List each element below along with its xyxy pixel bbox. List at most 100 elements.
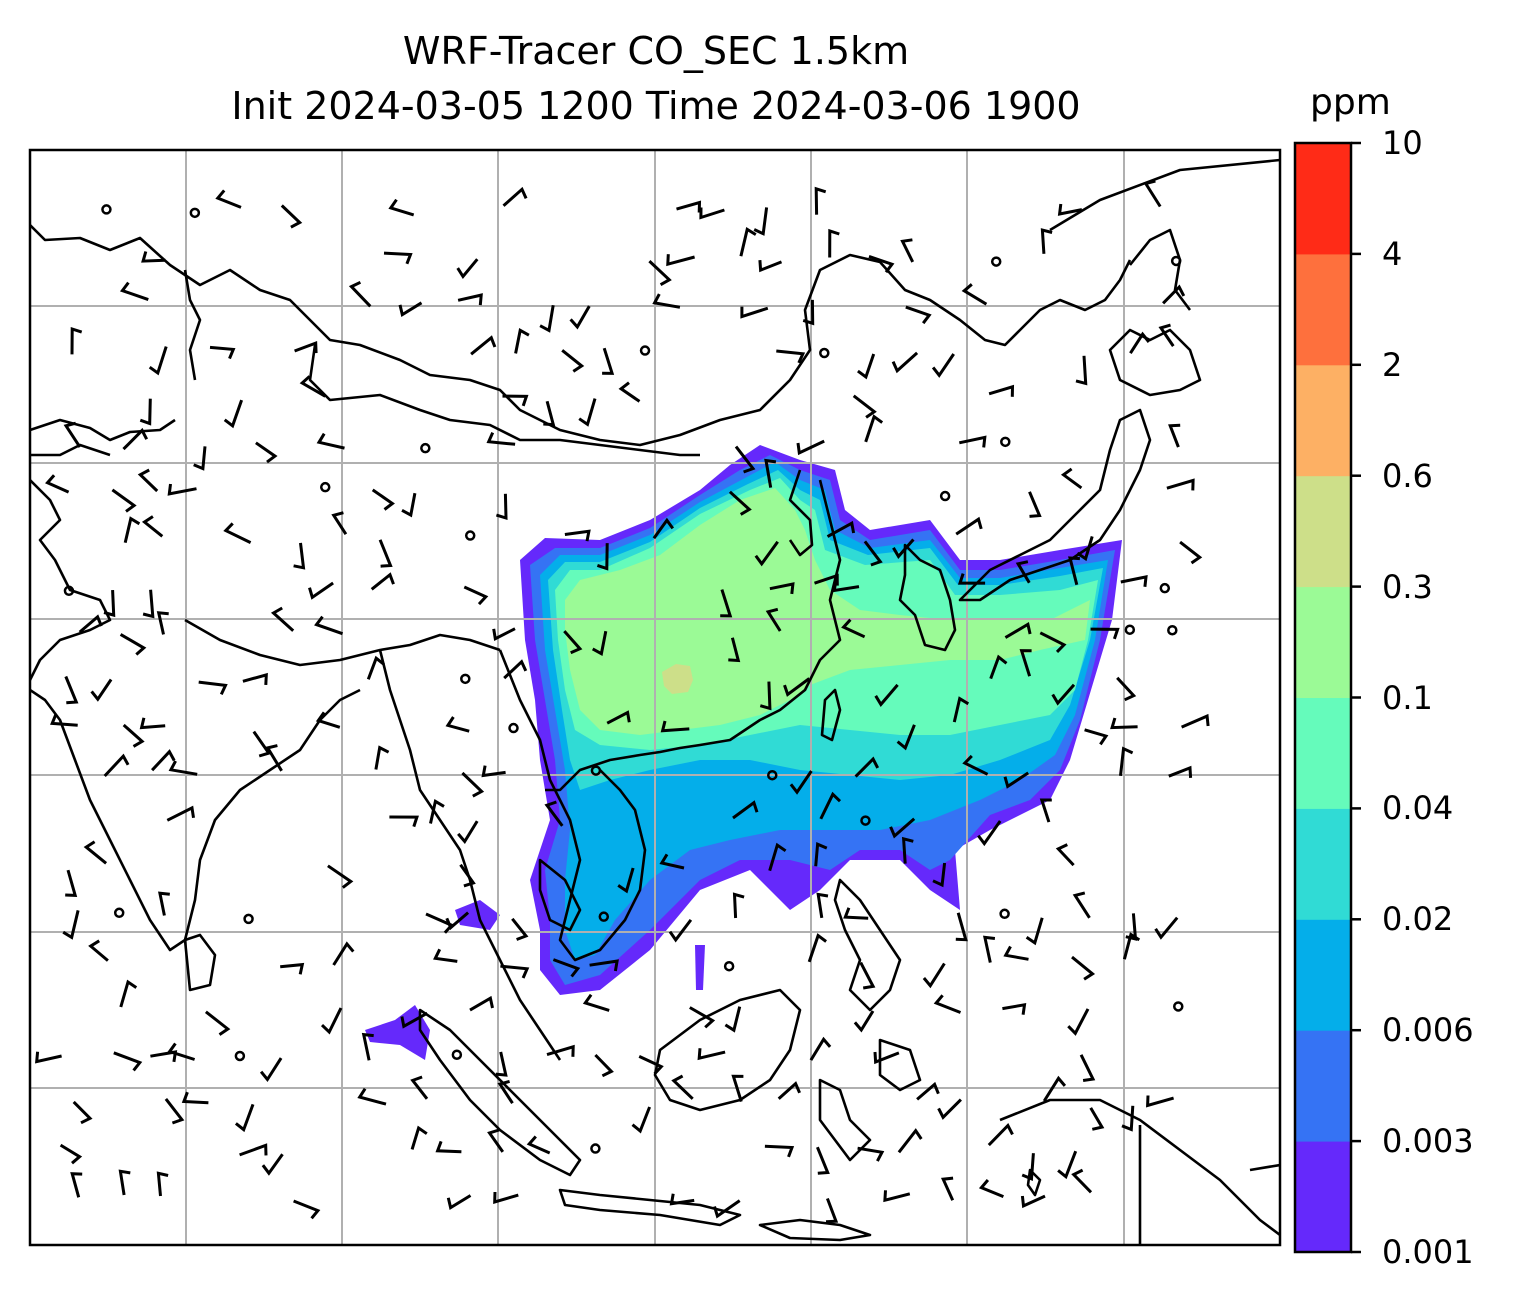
wind-barb — [916, 1081, 940, 1101]
wind-barb — [193, 446, 207, 471]
wind-barb — [900, 238, 915, 263]
wind-barb — [357, 1087, 387, 1106]
wind-barb — [293, 1199, 321, 1220]
wind-barb — [469, 995, 494, 1012]
wind-barb — [602, 347, 615, 375]
wind-barb — [1072, 891, 1091, 919]
colorbar-segment — [1295, 1030, 1351, 1142]
wind-barb — [606, 710, 631, 725]
wind-barb — [316, 432, 345, 450]
wind-barb — [331, 511, 348, 536]
wind-barb — [859, 961, 876, 990]
chart-title-line-2: Init 2024-03-05 1200 Time 2024-03-06 190… — [231, 84, 1081, 128]
wind-barb — [783, 677, 811, 697]
wind-barb — [671, 1074, 694, 1100]
colorbar-segment — [1295, 697, 1351, 809]
wind-barb — [139, 398, 152, 426]
wind-barb — [389, 815, 419, 828]
wind-barb — [1168, 765, 1193, 778]
wind-barb — [814, 186, 827, 215]
wind-barb — [70, 1172, 83, 1198]
wind-barb — [617, 867, 635, 894]
wind-barb — [1021, 1153, 1035, 1181]
calm-wind-marker — [1000, 436, 1011, 448]
wind-barb — [463, 585, 489, 606]
wind-barb — [103, 753, 130, 778]
calm-wind-marker — [63, 585, 75, 597]
wind-barb — [1067, 1008, 1090, 1036]
wind-barb — [816, 1146, 830, 1175]
wind-barb — [776, 349, 806, 364]
wind-barb — [978, 1179, 1004, 1198]
wind-barb — [814, 842, 828, 867]
wind-barb — [209, 345, 236, 360]
wind-barb — [1003, 771, 1030, 789]
wind-barb — [429, 798, 445, 824]
wind-barb — [470, 335, 497, 356]
calm-wind-marker — [767, 769, 778, 781]
coastlines-and-borders — [30, 158, 1280, 1245]
wind-barb — [204, 1010, 231, 1036]
wind-barb — [789, 770, 813, 795]
wind-barb — [1019, 649, 1032, 677]
wind-barb — [119, 281, 149, 302]
wind-barb — [88, 939, 109, 962]
wind-barb — [1057, 203, 1083, 216]
wind-barb — [819, 791, 842, 820]
wind-barb — [988, 384, 1015, 397]
wind-barb — [122, 723, 145, 748]
wind-barb — [958, 435, 987, 448]
wind-barb — [259, 1057, 283, 1083]
wind-barb — [265, 744, 283, 772]
wind-barb — [957, 573, 986, 585]
wind-barb — [591, 630, 608, 657]
wind-barb — [546, 1044, 575, 1057]
wind-barb — [1076, 535, 1094, 562]
colorbar-segment — [1295, 586, 1351, 698]
wind-barb — [648, 260, 672, 287]
wind-barb — [1129, 331, 1151, 355]
wind-barb — [487, 1128, 505, 1153]
wind-barb — [740, 306, 769, 319]
wind-barb — [758, 259, 783, 273]
wind-barb — [728, 637, 741, 663]
wind-barb — [156, 611, 169, 635]
wind-barb — [922, 962, 946, 989]
wind-barb — [1158, 323, 1175, 347]
wind-barb — [280, 204, 303, 229]
wind-barb — [500, 964, 530, 979]
wind-barb — [796, 439, 825, 456]
wind-barb — [764, 458, 777, 488]
wind-barb — [139, 717, 166, 730]
wind-barb — [111, 488, 137, 513]
wind-barb — [332, 941, 355, 966]
colorbar — [1293, 141, 1361, 1254]
map-frame — [28, 148, 1282, 1247]
wind-barb — [457, 293, 483, 306]
wind-barb — [713, 1199, 741, 1219]
wind-barb — [1119, 746, 1134, 776]
calm-wind-marker — [939, 490, 951, 502]
wind-barb — [1060, 467, 1083, 490]
colorbar-tick-label: 4 — [1382, 234, 1403, 273]
wind-barb — [502, 186, 528, 207]
wind-barb — [1042, 1075, 1067, 1102]
wind-barb — [446, 1194, 472, 1210]
wind-barb — [388, 198, 415, 217]
colorbar-segment — [1295, 475, 1351, 588]
wind-barb — [732, 892, 745, 919]
wind-barb — [1002, 1002, 1027, 1015]
colorbar-tick-label: 0.6 — [1382, 456, 1433, 495]
wind-barb — [526, 1135, 551, 1155]
wind-barb — [167, 483, 197, 496]
calm-wind-marker — [723, 960, 735, 972]
wind-barb — [457, 820, 479, 845]
calm-wind-marker — [451, 1049, 463, 1060]
calm-wind-marker — [243, 913, 254, 925]
wind-barb — [891, 351, 919, 374]
wind-barb — [378, 539, 393, 568]
wind-barb — [1071, 955, 1096, 981]
wind-barb — [825, 1197, 839, 1224]
wind-barb — [857, 353, 876, 380]
colorbar-tick-label: 0.006 — [1382, 1011, 1474, 1050]
